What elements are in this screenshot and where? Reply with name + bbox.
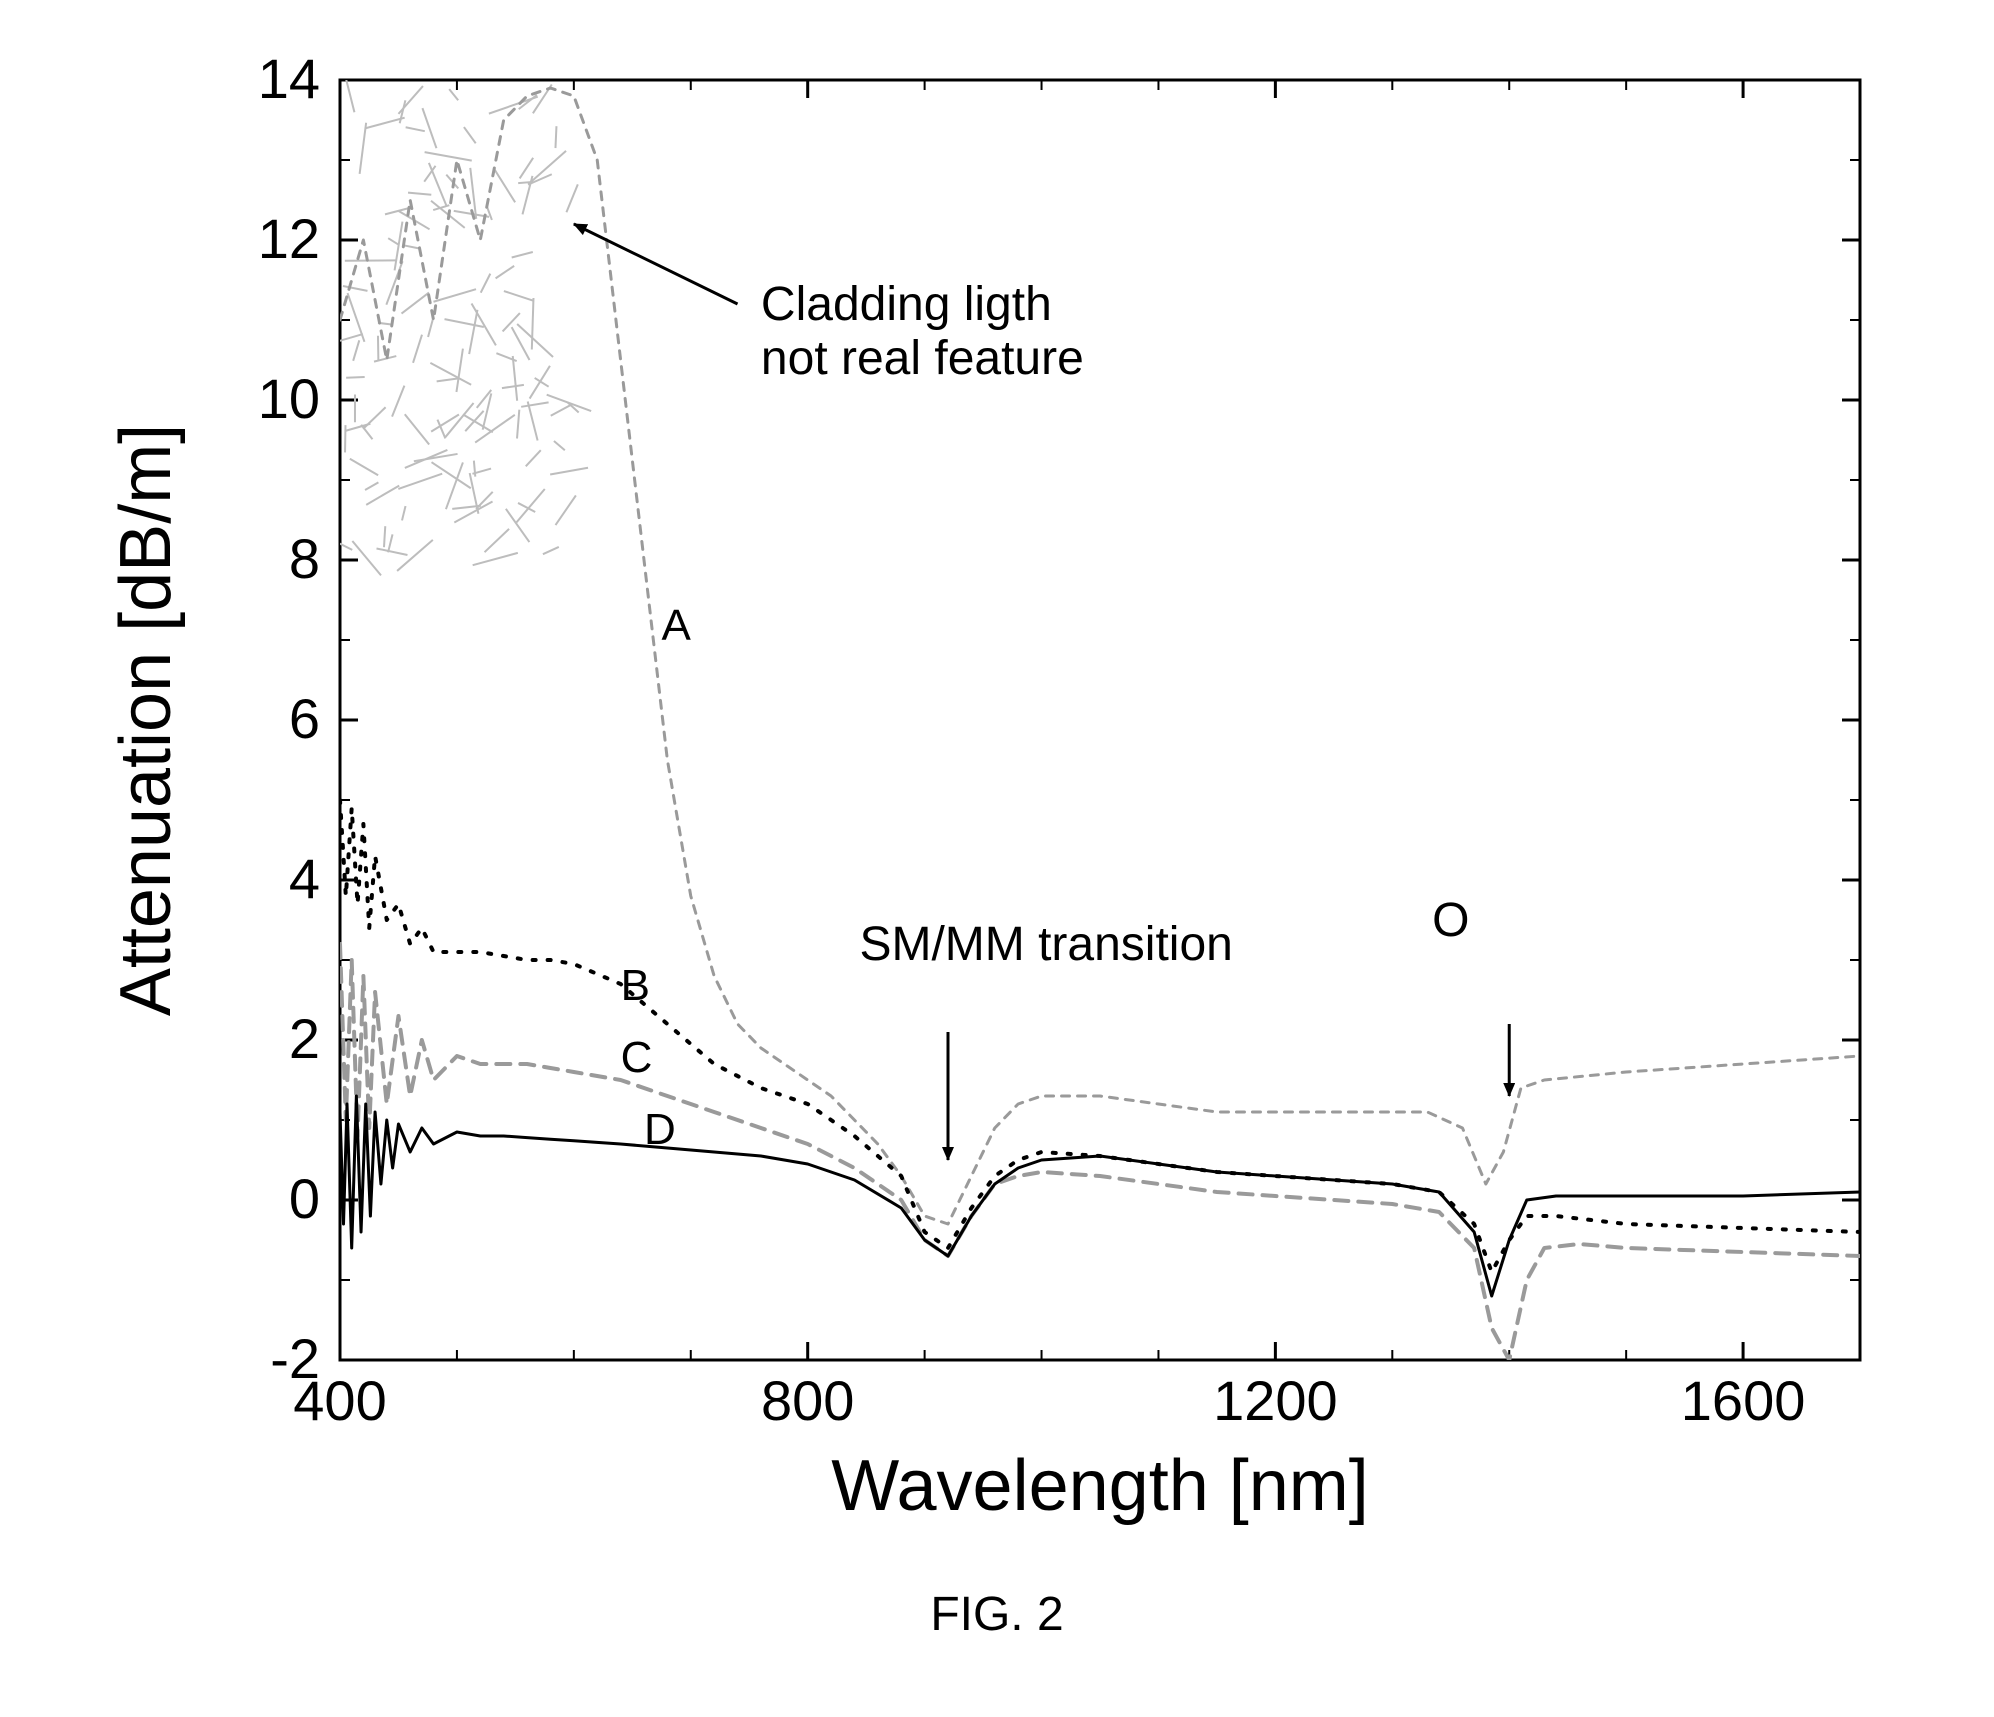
svg-text:0: 0 — [289, 1167, 320, 1230]
svg-text:-2: -2 — [270, 1327, 320, 1390]
annotation-cladding-text1: Cladding ligth — [761, 278, 1052, 331]
series-group — [340, 88, 1860, 1360]
annotation-cladding-text2: not real feature — [761, 332, 1084, 385]
figure-caption: FIG. 2 — [930, 1588, 1063, 1641]
svg-text:8: 8 — [289, 527, 320, 590]
annotation-smmm: SM/MM transition — [859, 918, 1232, 1160]
series-a-noise — [326, 79, 591, 575]
series-d-label: D — [644, 1105, 676, 1154]
chart-svg: 40080012001600 -202468101214 Wavelength … — [0, 0, 1994, 1717]
svg-text:4: 4 — [289, 847, 320, 910]
series-a — [340, 88, 1860, 1224]
annotation-smmm-text: SM/MM transition — [859, 918, 1232, 971]
series-c — [340, 944, 1860, 1360]
series-a-label: A — [662, 601, 692, 650]
svg-text:12: 12 — [258, 207, 320, 270]
svg-text:10: 10 — [258, 367, 320, 430]
series-b — [340, 800, 1860, 1272]
plot-area — [340, 80, 1860, 1360]
annotation-cladding-arrow — [574, 224, 738, 304]
x-axis-label: Wavelength [nm] — [831, 1446, 1369, 1526]
y-axis-label: Attenuation [dB/m] — [106, 424, 186, 1016]
svg-text:14: 14 — [258, 47, 320, 110]
series-b-label: B — [621, 961, 650, 1010]
annotation-o-peak: O — [1432, 894, 1509, 1096]
svg-text:800: 800 — [761, 1369, 854, 1432]
y-ticks-minor — [340, 160, 1860, 1280]
annotation-cladding: Cladding ligth not real feature — [574, 224, 1084, 385]
series-c-label: C — [621, 1033, 653, 1082]
x-ticks-major — [340, 80, 1743, 1360]
x-ticks-minor — [457, 80, 1860, 1360]
figure-container: 40080012001600 -202468101214 Wavelength … — [0, 0, 1994, 1717]
series-d — [340, 1096, 1860, 1296]
svg-text:1200: 1200 — [1213, 1369, 1338, 1432]
annotation-o-text: O — [1432, 894, 1469, 947]
svg-text:1600: 1600 — [1681, 1369, 1806, 1432]
x-tick-labels: 40080012001600 — [293, 1369, 1805, 1432]
y-tick-labels: -2 0 2 4 6 8 10 12 14 — [258, 47, 320, 1390]
svg-text:2: 2 — [289, 1007, 320, 1070]
y-ticks-major — [340, 80, 1860, 1360]
svg-text:6: 6 — [289, 687, 320, 750]
